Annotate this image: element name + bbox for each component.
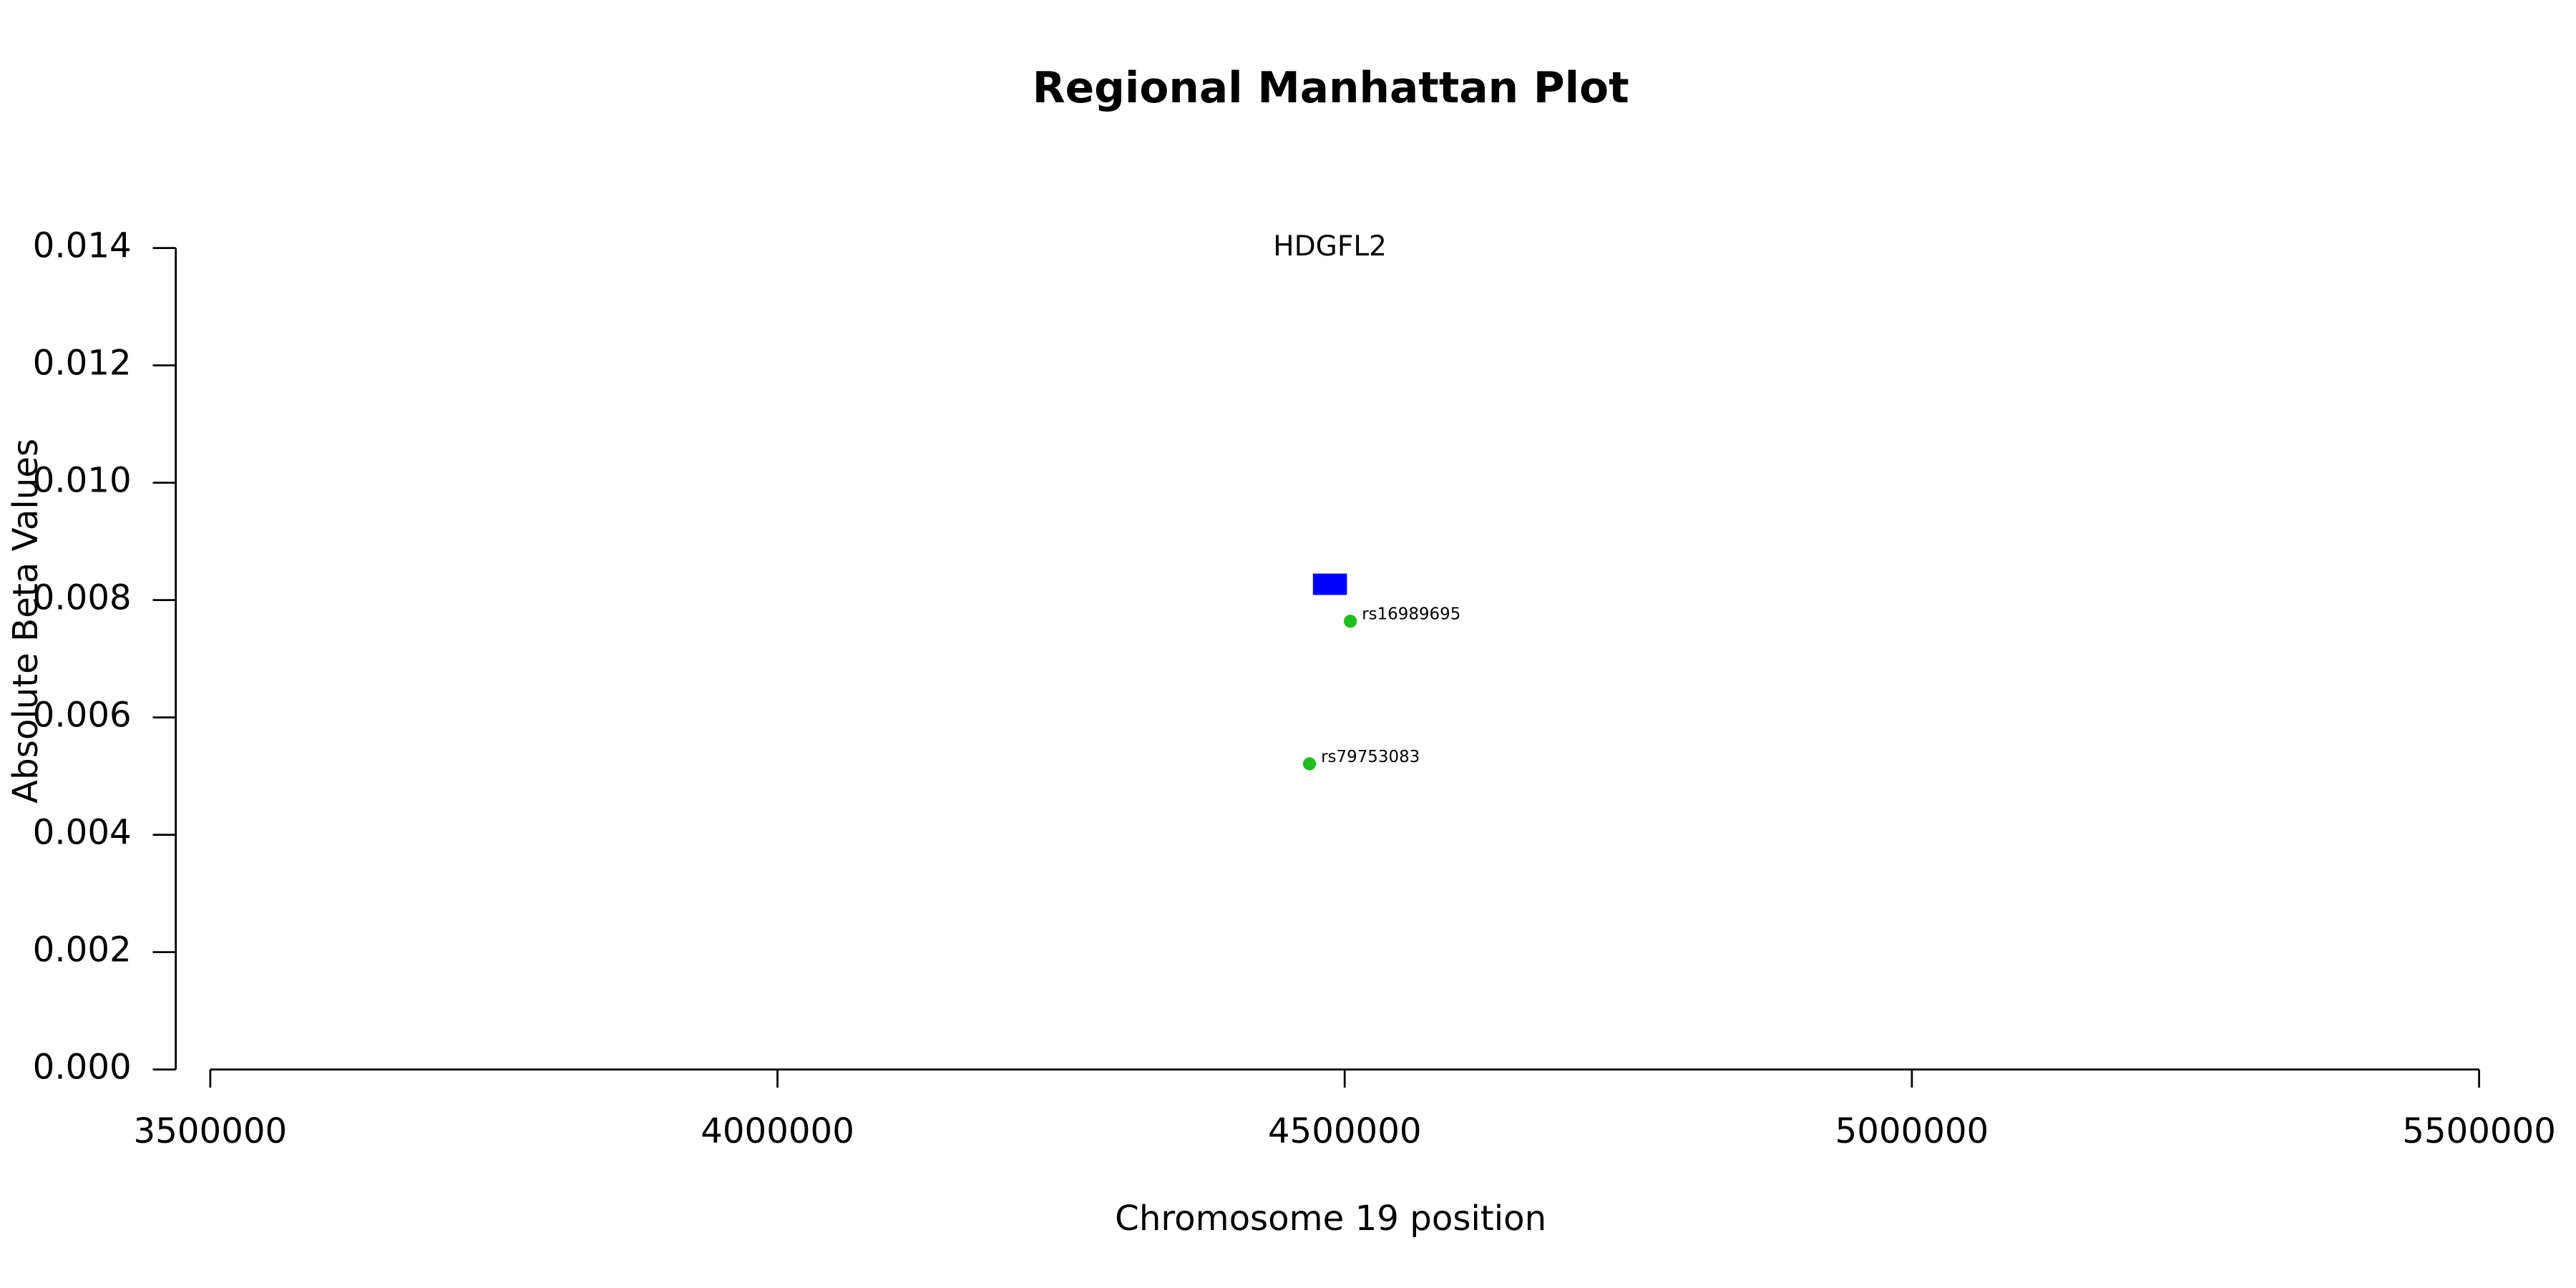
y-tick-label: 0.002 bbox=[33, 930, 132, 970]
y-tick-label: 0.014 bbox=[33, 226, 132, 266]
y-tick-label: 0.012 bbox=[33, 343, 132, 384]
point-label: rs79753083 bbox=[1321, 748, 1420, 766]
point bbox=[1302, 757, 1317, 771]
gene-label: HDGFL2 bbox=[1273, 230, 1387, 263]
x-tick-label: 4500000 bbox=[1268, 1111, 1422, 1151]
x-tick-label: 4000000 bbox=[701, 1111, 854, 1151]
x-tick-label: 3500000 bbox=[134, 1111, 288, 1151]
y-tick-label: 0.000 bbox=[33, 1048, 132, 1088]
y-axis-label: Absolute Beta Values bbox=[6, 439, 46, 804]
y-tick-label: 0.010 bbox=[33, 461, 132, 501]
gene-box bbox=[1312, 573, 1347, 595]
x-axis-label: Chromosome 19 position bbox=[1115, 1199, 1546, 1239]
x-tick-label: 5500000 bbox=[2402, 1111, 2556, 1151]
x-tick-label: 5000000 bbox=[1835, 1111, 1989, 1151]
point-label: rs16989695 bbox=[1362, 605, 1460, 624]
y-tick-label: 0.006 bbox=[33, 696, 132, 736]
point bbox=[1343, 615, 1357, 628]
chart-title: Regional Manhattan Plot bbox=[1033, 64, 1629, 113]
y-tick-label: 0.008 bbox=[33, 578, 132, 618]
y-tick-label: 0.004 bbox=[33, 813, 132, 853]
